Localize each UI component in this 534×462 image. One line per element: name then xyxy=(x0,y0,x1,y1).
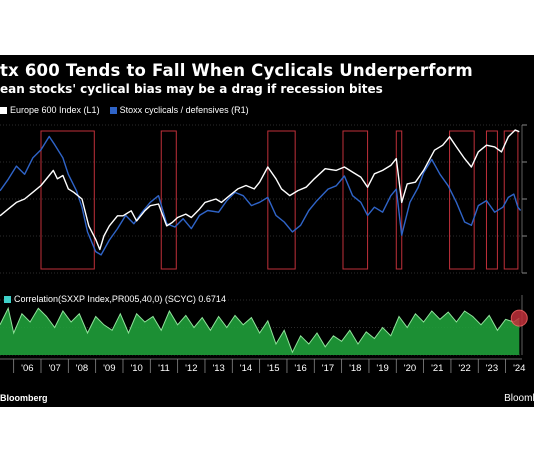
latest-value-marker xyxy=(510,309,528,327)
x-tick-label: '07 xyxy=(48,363,60,374)
x-tick-label: '06 xyxy=(21,363,33,374)
main-grid xyxy=(0,124,527,274)
x-tick-label: '19 xyxy=(376,363,388,374)
x-tick-label: '17 xyxy=(322,363,334,374)
legend-item-index: Europe 600 Index (L1) xyxy=(0,105,100,115)
main-legend: Europe 600 Index (L1) Stoxx cyclicals / … xyxy=(0,104,259,116)
x-tick-label: '23 xyxy=(486,363,498,374)
x-tick-label: '08 xyxy=(76,363,88,374)
x-tick-label: '20 xyxy=(404,363,416,374)
legend-swatch-index xyxy=(0,106,7,114)
brand-label: Bloomb xyxy=(504,393,534,404)
legend-label-ratio: Stoxx cyclicals / defensives (R1) xyxy=(119,105,249,115)
legend-label-correlation: Correlation(SXXP Index,PR005,40,0) (SCYC… xyxy=(14,294,226,304)
correlation-area xyxy=(0,306,528,355)
highlight-boxes xyxy=(40,130,519,270)
legend-swatch-ratio xyxy=(109,106,117,114)
index-series-line xyxy=(0,129,520,251)
highlight-box xyxy=(503,130,519,270)
x-tick-label: '13 xyxy=(212,363,224,374)
highlight-box xyxy=(342,130,369,270)
source-label: Bloomberg xyxy=(0,393,48,403)
legend-label-index: Europe 600 Index (L1) xyxy=(10,105,100,115)
chart-title: tx 600 Tends to Fall When Cyclicals Unde… xyxy=(0,61,473,80)
highlight-box xyxy=(485,130,498,270)
x-tick-label: '21 xyxy=(431,363,443,374)
x-tick-label: '14 xyxy=(240,363,252,374)
correlation-line xyxy=(0,306,520,354)
legend-swatch-correlation xyxy=(4,295,11,303)
chart-subtitle: ean stocks' cyclical bias may be a drag … xyxy=(0,82,383,96)
x-tick-label: '10 xyxy=(130,363,142,374)
correlation-legend: Correlation(SXXP Index,PR005,40,0) (SCYC… xyxy=(4,294,226,304)
x-tick-label: '11 xyxy=(158,363,170,374)
legend-item-ratio: Stoxx cyclicals / defensives (R1) xyxy=(109,105,249,115)
highlight-box xyxy=(40,130,95,270)
x-axis: '06 '07 '08 '09 '10 '11 '12 '13 '14 '15 '16 '17 '18 '… xyxy=(0,358,525,374)
x-tick-label: '18 xyxy=(349,363,361,374)
highlight-box xyxy=(267,130,296,270)
correlation-area-fill xyxy=(0,308,520,355)
ratio-series-line xyxy=(0,135,522,256)
x-tick-label: '16 xyxy=(294,363,306,374)
x-tick-label: '22 xyxy=(458,363,470,374)
chart-frame: tx 600 Tends to Fall When Cyclicals Unde… xyxy=(0,55,534,407)
highlight-box xyxy=(160,130,177,270)
x-tick-label: '15 xyxy=(267,363,279,374)
x-tick-label: '12 xyxy=(185,363,197,374)
x-tick-label: '24 xyxy=(513,363,525,374)
main-lines xyxy=(0,129,522,256)
x-tick-label: '09 xyxy=(103,363,115,374)
chart-svg: '06 '07 '08 '09 '10 '11 '12 '13 '14 '15 '16 '17 '18 '… xyxy=(0,124,528,374)
highlight-box xyxy=(449,130,475,270)
